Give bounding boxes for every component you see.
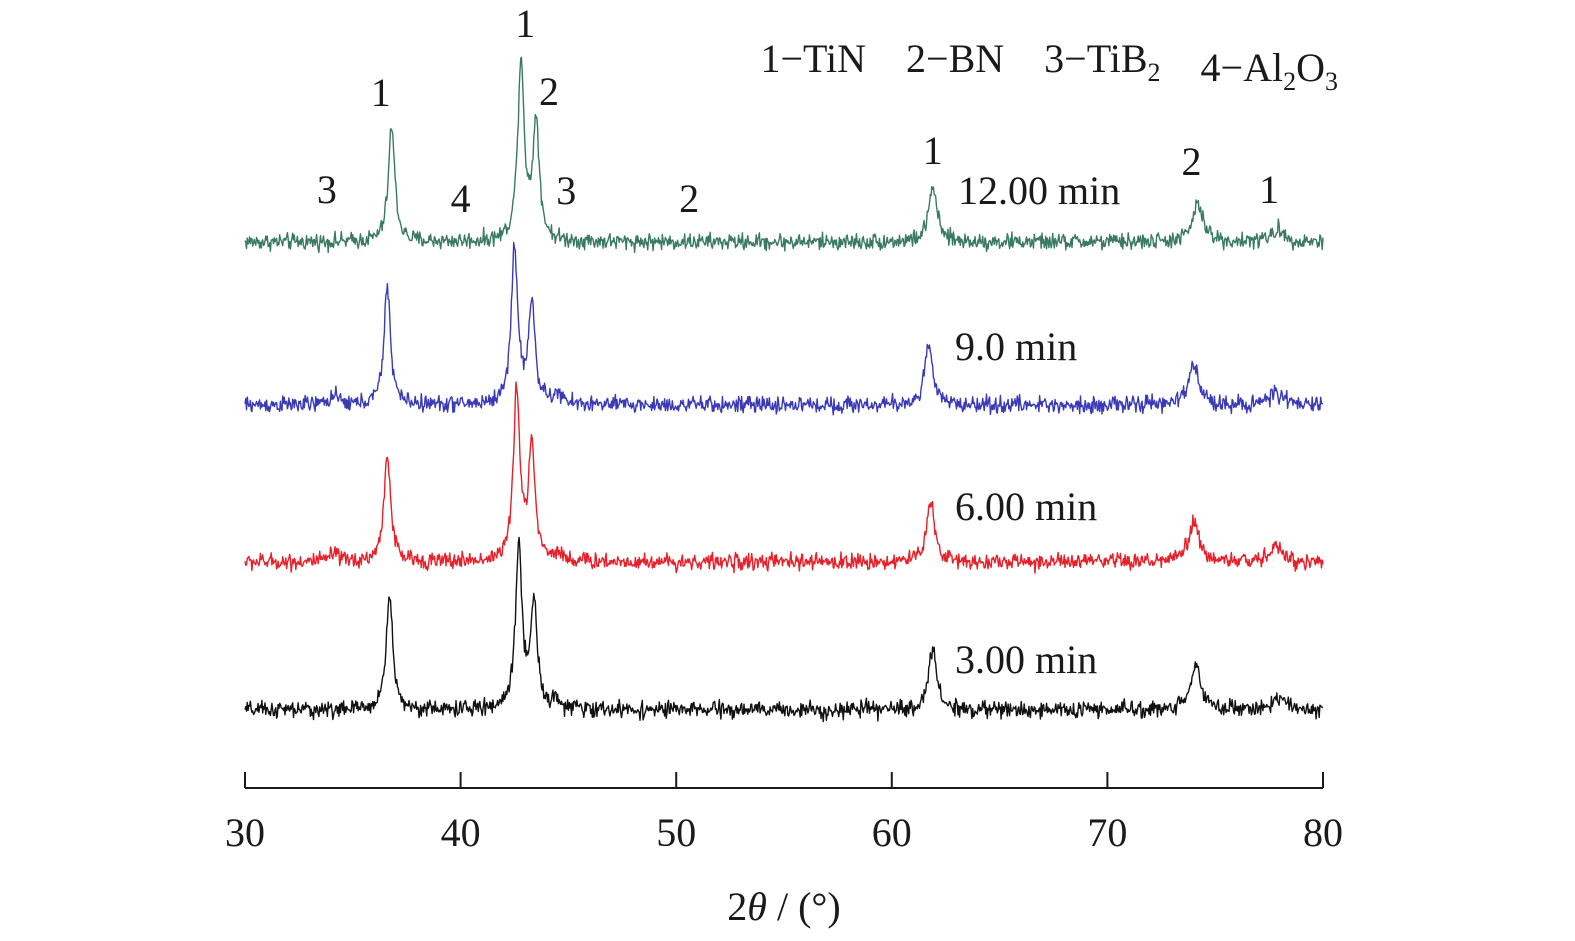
x-tick-label: 40 <box>441 810 481 855</box>
peak-label-8: 1 <box>923 128 943 173</box>
series-line-4 <box>244 536 1324 723</box>
series-labels: 12.00 min 9.0 min 6.00 min 3.00 min <box>955 168 1120 682</box>
x-tick-label: 50 <box>656 810 696 855</box>
x-tick-label: 80 <box>1303 810 1343 855</box>
legend-sub: 2 <box>1148 58 1161 87</box>
peak-label-3: 4 <box>451 176 471 221</box>
x-ticks: 30 40 50 60 70 80 <box>225 772 1343 855</box>
x-tick-label: 30 <box>225 810 265 855</box>
xrd-traces <box>244 56 1324 723</box>
x-axis: 30 40 50 60 70 80 <box>225 772 1343 855</box>
peak-label-5: 2 <box>539 69 559 114</box>
peak-label-6: 3 <box>556 168 576 213</box>
peak-label-10: 1 <box>1259 167 1279 212</box>
x-tick-label: 60 <box>872 810 912 855</box>
series-label-2: 9.0 min <box>955 324 1077 369</box>
series-line-1 <box>244 56 1324 254</box>
legend-entry-part: O <box>1296 45 1325 90</box>
series-line-2 <box>244 241 1324 416</box>
legend-sub: 2 <box>1283 67 1296 96</box>
peak-label-4: 1 <box>515 1 535 46</box>
legend-sub: 3 <box>1325 67 1338 96</box>
x-axis-title: 2θ / (°) <box>727 884 840 929</box>
peak-label-1: 3 <box>317 167 337 212</box>
series-label-3: 6.00 min <box>955 484 1097 529</box>
peak-label-7: 2 <box>679 176 699 221</box>
legend-entry-3: 3−TiB <box>1004 36 1147 81</box>
phase-legend: 1−TiN 2−BN 3−TiB2 4−Al2O3 <box>760 36 1338 96</box>
peak-label-2: 1 <box>371 70 391 115</box>
series-label-1: 12.00 min <box>958 168 1120 213</box>
legend-entry-2: 2−BN <box>866 36 1004 81</box>
x-tick-label: 70 <box>1087 810 1127 855</box>
legend-entry-4: 4−Al <box>1161 45 1284 90</box>
peak-label-9: 2 <box>1182 139 1202 184</box>
series-line-3 <box>244 381 1324 574</box>
series-label-4: 3.00 min <box>955 637 1097 682</box>
legend-entry-1: 1−TiN <box>760 36 866 81</box>
